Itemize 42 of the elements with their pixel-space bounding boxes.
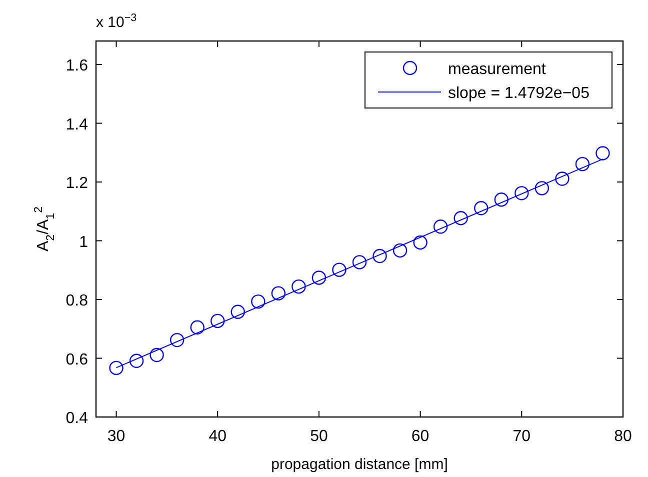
point <box>413 235 428 250</box>
y-tick-label: 1 <box>79 234 88 251</box>
point <box>352 255 367 270</box>
point <box>312 270 326 285</box>
point <box>575 156 590 172</box>
point <box>170 332 184 348</box>
point <box>514 186 529 200</box>
x-tick-label: 30 <box>107 428 126 445</box>
x-tick-label: 80 <box>614 428 632 445</box>
point <box>190 320 204 335</box>
point <box>109 360 124 376</box>
point <box>474 201 488 216</box>
x-tick-label: 40 <box>208 428 227 445</box>
point <box>150 348 164 362</box>
legend-label: measurement <box>448 61 546 78</box>
x-axis-title: propagation distance [mm] <box>271 456 448 473</box>
y-tick-label: 1.4 <box>66 116 88 134</box>
point <box>392 243 408 258</box>
y-tick-label: 1.6 <box>66 58 88 74</box>
point <box>433 220 448 234</box>
point <box>372 248 387 264</box>
y-tick-label: 0.6 <box>66 351 88 368</box>
point <box>332 262 346 277</box>
x-tick-label: 60 <box>411 428 430 445</box>
y-tick-label: 0.8 <box>66 292 88 310</box>
point <box>454 211 468 226</box>
point <box>596 146 610 160</box>
legend-label: slope = 1.4792e−05 <box>448 85 590 102</box>
point <box>292 279 306 294</box>
point <box>271 286 286 300</box>
point <box>230 304 245 319</box>
text: x 10$^{−3}$ <box>96 12 137 31</box>
point <box>494 192 508 207</box>
point <box>251 294 266 309</box>
y-tick-label: 1.2 <box>66 175 88 192</box>
y-tick-label: 0.4 <box>66 410 88 427</box>
point <box>555 172 570 186</box>
x-tick-label: 50 <box>310 428 328 445</box>
point <box>129 354 144 368</box>
point <box>534 181 550 196</box>
point <box>210 314 225 328</box>
x-tick-label: 70 <box>512 428 531 445</box>
